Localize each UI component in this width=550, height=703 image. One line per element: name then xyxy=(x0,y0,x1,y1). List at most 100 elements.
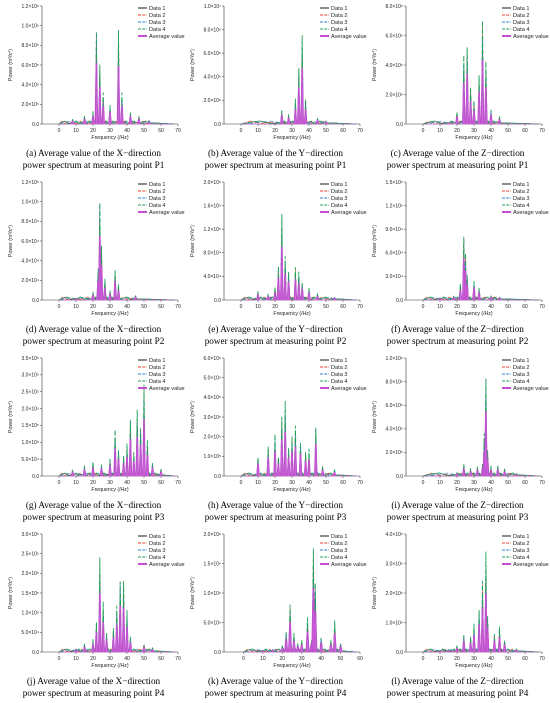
series-data4-line xyxy=(58,30,175,125)
y-tick-label: 5.0×10⁵ xyxy=(203,375,221,381)
x-tick-label: 40 xyxy=(306,128,312,134)
y-tick-label: 2.0×10⁴ xyxy=(21,278,39,284)
legend-label-data3: Data 3 xyxy=(331,196,347,202)
y-tick-label: 2.0×10⁶ xyxy=(204,98,222,104)
series-data1-line xyxy=(58,47,175,125)
y-tick-label: 0.0 xyxy=(214,298,221,304)
series-average-area xyxy=(59,419,175,477)
y-tick-label: 0.0 xyxy=(32,122,39,128)
series-data4-line xyxy=(58,384,175,477)
x-tick-label: 50 xyxy=(505,656,511,662)
x-tick-label: 30 xyxy=(289,480,295,486)
x-tick-label: 0 xyxy=(58,304,61,310)
x-tick-label: 10 xyxy=(73,304,79,310)
legend-label-data2: Data 2 xyxy=(331,13,347,19)
x-tick-label: 60 xyxy=(158,128,164,134)
y-tick-label: 5.0×10⁴ xyxy=(21,630,39,636)
series-average-area xyxy=(243,587,357,653)
caption-line-1: (j) Average value of the X−direction xyxy=(26,676,161,686)
x-tick-label: 70 xyxy=(175,128,181,134)
y-tick-label: 2.0×10⁵ xyxy=(203,434,221,440)
x-tick-label: 20 xyxy=(454,304,460,310)
y-tick-label: 1.5×10⁵ xyxy=(21,591,39,597)
series-data2-line xyxy=(422,570,539,653)
x-tick-label: 20 xyxy=(454,656,460,662)
x-tick-label: 40 xyxy=(124,304,130,310)
chart-panel-j: 0.0 5.0×10⁴ 1.0×10⁵ 1.5×10⁵ 2.0×10⁵ 2.5×10⁵ 3.… xyxy=(2,528,185,703)
x-axis-label: Frequency (/Hz) xyxy=(273,663,310,669)
series-average-area xyxy=(59,62,175,125)
x-tick-label: 60 xyxy=(522,480,528,486)
x-tick-label: 70 xyxy=(175,480,181,486)
y-tick-label: 1.0×10⁶ xyxy=(204,591,222,597)
x-tick-label: 20 xyxy=(90,480,96,486)
y-tick-label: 0.0 xyxy=(214,650,221,656)
chart-svg-i: 0.0 2.0×10⁵ 4.0×10⁵ 6.0×10⁵ 8.0×10⁵ 1.0×10⁶ 0 1… xyxy=(372,356,549,493)
y-tick-label: 1.0×10⁵ xyxy=(385,620,403,626)
series-data2-line xyxy=(422,238,539,301)
x-tick-label: 0 xyxy=(240,480,243,486)
x-tick-label: 10 xyxy=(255,128,261,134)
x-tick-label: 50 xyxy=(141,304,147,310)
legend-label-average: Average value xyxy=(513,34,549,40)
x-tick-label: 20 xyxy=(272,304,278,310)
x-axis-label: Frequency (/Hz) xyxy=(273,487,310,493)
series-average-area xyxy=(423,59,539,125)
x-axis-label: Frequency (/Hz) xyxy=(455,663,492,669)
y-tick-label: 0.0 xyxy=(396,474,403,480)
caption-line-2: power spectrum at measuring point P3 xyxy=(386,512,529,522)
x-tick-label: 60 xyxy=(522,656,528,662)
legend-label-data3: Data 3 xyxy=(149,372,165,378)
y-tick-label: 1.2×10⁵ xyxy=(385,203,403,209)
legend-label-average: Average value xyxy=(149,386,185,392)
y-axis-label: Power (m²/s⁴) xyxy=(372,577,378,609)
x-tick-label: 40 xyxy=(306,480,312,486)
legend-label-data2: Data 2 xyxy=(149,189,165,195)
legend-label-data4: Data 4 xyxy=(149,379,165,385)
caption-line-2: power spectrum at measuring point P4 xyxy=(204,688,347,698)
y-tick-label: 8.0×10⁴ xyxy=(203,251,221,257)
x-tick-label: 0 xyxy=(240,128,243,134)
y-tick-label: 2.0×10⁵ xyxy=(21,571,39,577)
series-data1-line xyxy=(58,220,175,301)
y-tick-label: 1.0×10⁷ xyxy=(204,4,221,10)
x-axis-label: Frequency (/Hz) xyxy=(273,135,310,141)
x-tick-label: 20 xyxy=(272,480,278,486)
x-tick-label: 10 xyxy=(437,128,443,134)
y-tick-label: 6.0×10⁴ xyxy=(385,251,403,257)
legend-label-data4: Data 4 xyxy=(513,379,529,385)
legend-label-data3: Data 3 xyxy=(331,20,347,26)
y-tick-label: 4.0×10⁵ xyxy=(21,82,39,88)
series-data3-line xyxy=(422,378,539,477)
y-tick-label: 3.0×10⁵ xyxy=(21,373,39,379)
x-tick-label: 0 xyxy=(242,656,245,662)
y-tick-label: 2.0×10⁵ xyxy=(385,591,403,597)
y-axis-label: Power (m²/s⁴) xyxy=(190,49,196,81)
caption-line-2: power spectrum at measuring point P1 xyxy=(22,160,165,170)
x-tick-label: 50 xyxy=(141,480,147,486)
caption-line-1: (l) Average value of the Z−direction xyxy=(391,676,524,686)
legend-label-data4: Data 4 xyxy=(513,555,529,561)
legend-label-data2: Data 2 xyxy=(331,365,347,371)
legend-label-data3: Data 3 xyxy=(513,372,529,378)
series-average-area xyxy=(423,258,539,301)
y-tick-label: 6.0×10⁶ xyxy=(204,51,222,57)
legend-label-data4: Data 4 xyxy=(149,203,165,209)
y-tick-label: 1.2×10⁵ xyxy=(21,180,39,186)
x-tick-label: 60 xyxy=(522,304,528,310)
series-data3-line xyxy=(58,31,175,125)
x-tick-label: 20 xyxy=(272,128,278,134)
x-tick-label: 40 xyxy=(124,480,130,486)
series-average-area xyxy=(241,246,357,301)
series-average-area xyxy=(59,235,175,301)
series-data3-line xyxy=(58,573,175,653)
legend-label-data1: Data 1 xyxy=(513,6,529,12)
y-tick-label: 2.0×10⁵ xyxy=(21,102,39,108)
x-tick-label: 40 xyxy=(488,480,494,486)
chart-svg-a: 0.0 2.0×10⁵ 4.0×10⁵ 6.0×10⁵ 8.0×10⁵ 1.0×10⁶ 1.… xyxy=(8,4,185,141)
caption-line-1: (c) Average value of the Z−direction xyxy=(390,148,525,158)
y-tick-label: 4.0×10⁶ xyxy=(204,75,222,81)
legend-label-average: Average value xyxy=(331,386,367,392)
caption-line-2: power spectrum at measuring point P4 xyxy=(22,688,165,698)
